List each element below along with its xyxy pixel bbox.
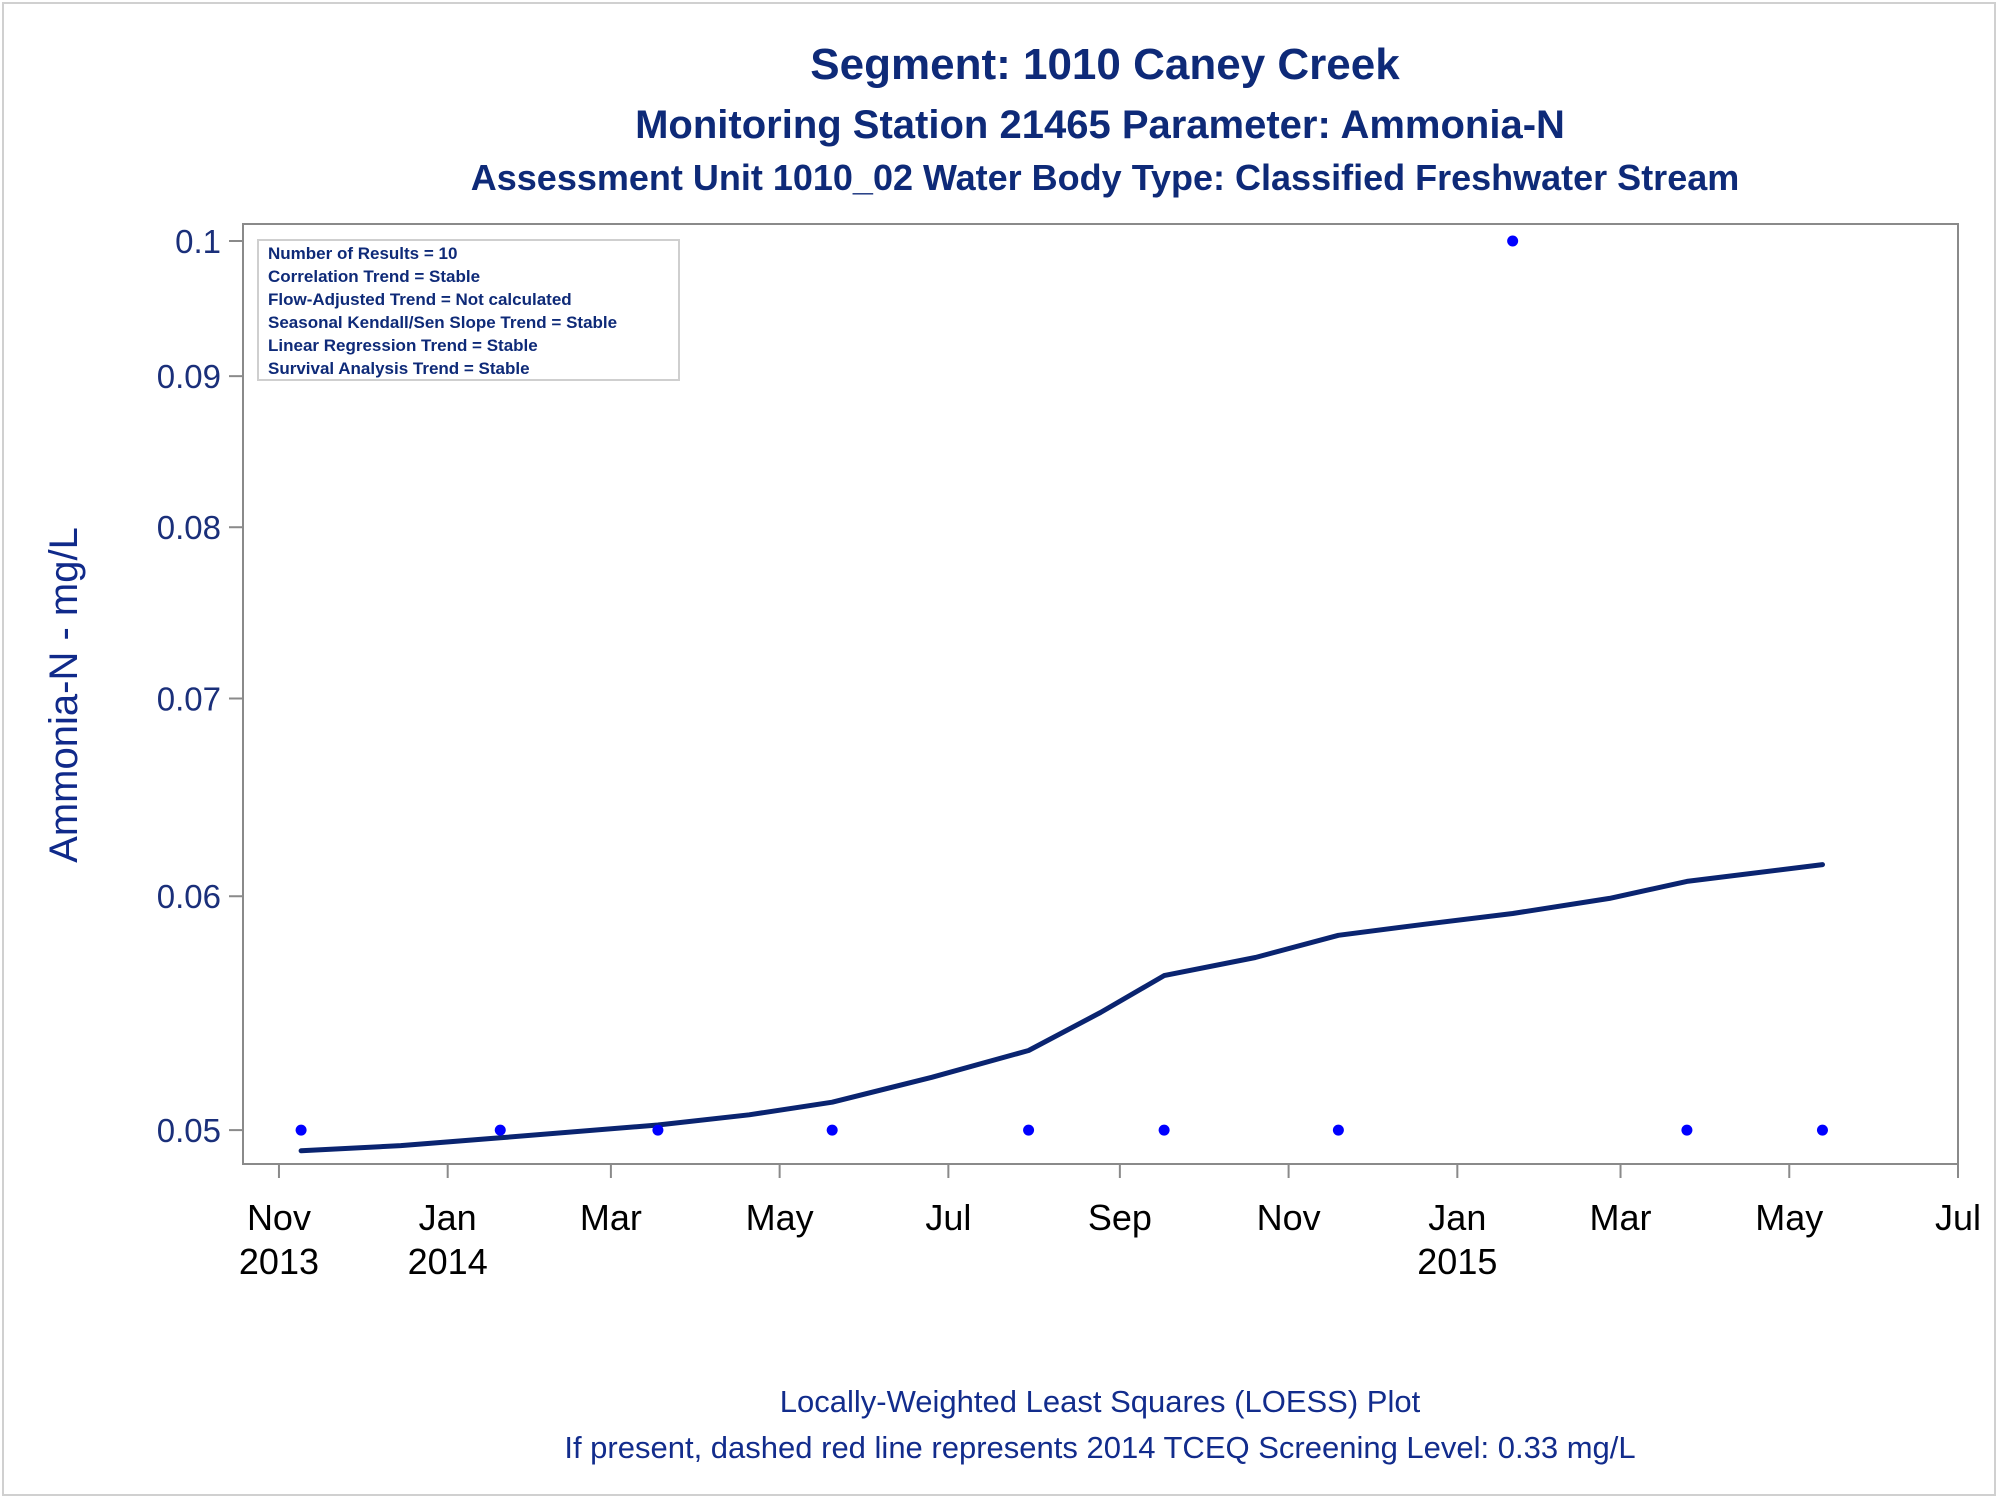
y-tick-label: 0.05	[157, 1112, 221, 1149]
x-tick-label: Sep	[1088, 1197, 1152, 1238]
x-tick-label: Nov	[247, 1197, 311, 1238]
loess-line-layer	[298, 862, 1825, 1154]
x-tick-label: Nov	[1257, 1197, 1321, 1238]
y-tick-label: 0.1	[175, 223, 221, 260]
y-tick-label: 0.09	[157, 358, 221, 395]
y-axis-label: Ammonia-N - mg/L	[42, 527, 86, 863]
stats-box-border	[257, 239, 680, 381]
data-point	[1816, 1124, 1828, 1136]
x-tick-year-label: 2015	[1417, 1241, 1497, 1282]
stat-number-of-results: Number of Results = 10	[268, 244, 457, 263]
y-tick-label: 0.07	[157, 681, 221, 718]
x-tick-label: Jul	[1935, 1197, 1981, 1238]
data-point	[494, 1124, 506, 1136]
data-point	[1023, 1124, 1035, 1136]
stats-box: Number of Results = 10 Correlation Trend…	[257, 239, 680, 381]
x-tick-label: Jul	[925, 1197, 971, 1238]
stat-correlation-trend: Correlation Trend = Stable	[268, 267, 480, 286]
x-tick-label: Jan	[1428, 1197, 1486, 1238]
loess-line	[298, 862, 1825, 1154]
x-tick-year-label: 2013	[239, 1241, 319, 1282]
data-point	[1332, 1124, 1344, 1136]
data-point	[826, 1124, 838, 1136]
stat-flow-adjusted-trend: Flow-Adjusted Trend = Not calculated	[268, 290, 572, 309]
y-tick-label: 0.08	[157, 509, 221, 546]
x-tick-label: May	[746, 1197, 814, 1238]
data-point	[1681, 1124, 1693, 1136]
stat-survival-analysis-trend: Survival Analysis Trend = Stable	[268, 359, 530, 378]
data-point	[1158, 1124, 1170, 1136]
footnote-screening-level: If present, dashed red line represents 2…	[564, 1430, 1635, 1465]
y-tick-label: 0.06	[157, 878, 221, 915]
chart-subtitle-2: Assessment Unit 1010_02 Water Body Type:…	[471, 157, 1740, 198]
chart-title: Segment: 1010 Caney Creek	[810, 40, 1400, 89]
x-tick-label: Mar	[1590, 1197, 1652, 1238]
data-point	[652, 1124, 664, 1136]
y-axis: 0.05 0.06 0.07 0.08 0.09 0.1	[157, 223, 243, 1149]
footnote-loess: Locally-Weighted Least Squares (LOESS) P…	[780, 1384, 1421, 1419]
x-tick-year-label: 2014	[408, 1241, 488, 1282]
x-tick-label: Jan	[419, 1197, 477, 1238]
stat-seasonal-kendall-trend: Seasonal Kendall/Sen Slope Trend = Stabl…	[268, 313, 617, 332]
plot-area	[242, 223, 1959, 1165]
data-points	[295, 235, 1828, 1136]
stat-linear-regression-trend: Linear Regression Trend = Stable	[268, 336, 538, 355]
x-tick-label: Mar	[580, 1197, 642, 1238]
data-point	[1507, 235, 1519, 247]
chart-subtitle: Monitoring Station 21465 Parameter: Ammo…	[635, 103, 1565, 147]
x-tick-label: May	[1755, 1197, 1823, 1238]
data-point	[295, 1124, 307, 1136]
